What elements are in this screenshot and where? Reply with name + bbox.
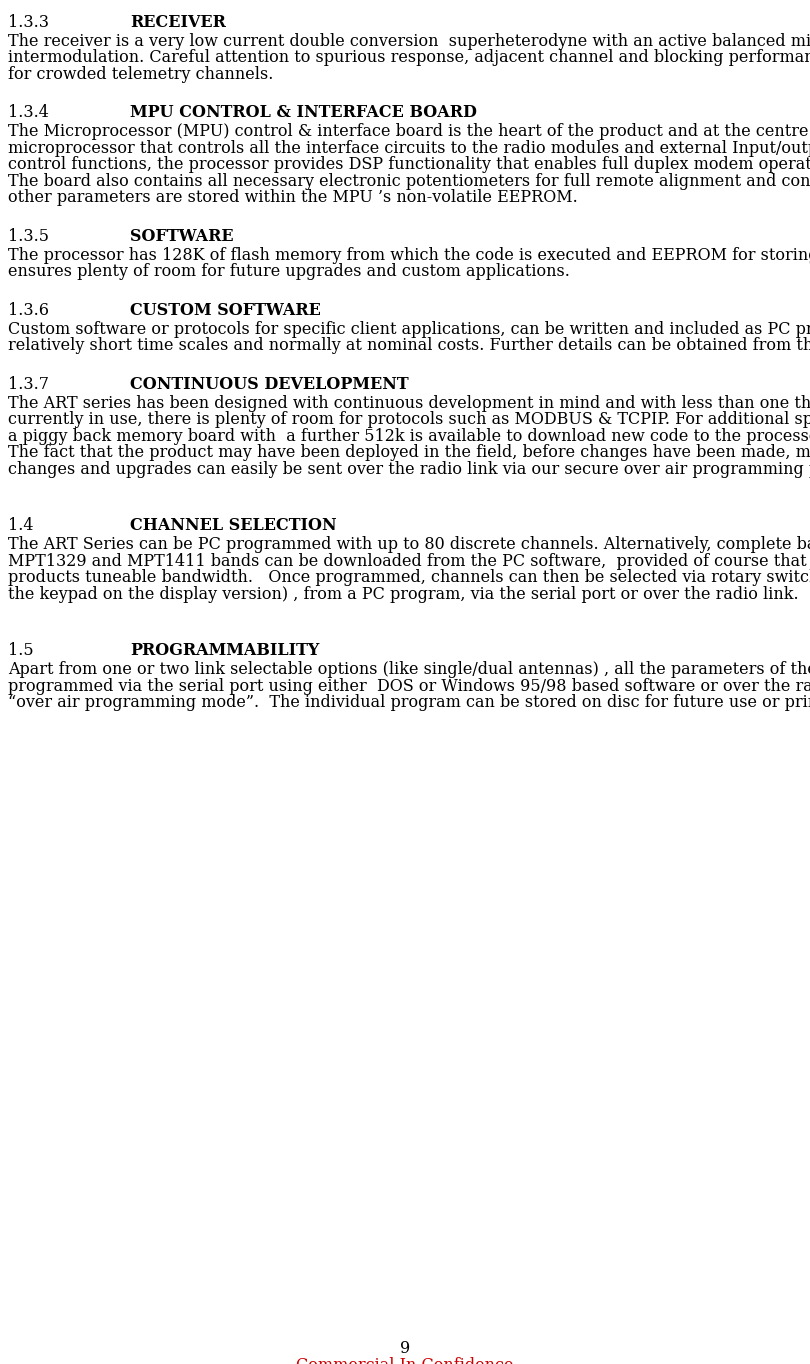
Text: products tuneable bandwidth.   Once programmed, channels can then be selected vi: products tuneable bandwidth. Once progra…: [8, 569, 810, 587]
Text: The processor has 128K of flash memory from which the code is executed and EEPRO: The processor has 128K of flash memory f…: [8, 247, 810, 263]
Text: 1.4: 1.4: [8, 517, 33, 535]
Text: 1.3.6: 1.3.6: [8, 301, 49, 319]
Text: The Microprocessor (MPU) control & interface board is the heart of the product a: The Microprocessor (MPU) control & inter…: [8, 124, 810, 140]
Text: 9: 9: [400, 1339, 410, 1357]
Text: 1.3.3: 1.3.3: [8, 14, 49, 31]
Text: a piggy back memory board with  a further 512k is available to download new code: a piggy back memory board with a further…: [8, 428, 810, 445]
Text: ensures plenty of room for future upgrades and custom applications.: ensures plenty of room for future upgrad…: [8, 263, 570, 281]
Text: control functions, the processor provides DSP functionality that enables full du: control functions, the processor provide…: [8, 157, 810, 173]
Text: changes and upgrades can easily be sent over the radio link via our secure over : changes and upgrades can easily be sent …: [8, 461, 810, 477]
Text: 1.5: 1.5: [8, 642, 34, 659]
Text: RECEIVER: RECEIVER: [130, 14, 226, 31]
Text: intermodulation. Careful attention to spurious response, adjacent channel and bl: intermodulation. Careful attention to sp…: [8, 49, 810, 67]
Text: The ART Series can be PC programmed with up to 80 discrete channels. Alternative: The ART Series can be PC programmed with…: [8, 536, 810, 554]
Text: 1.3.4: 1.3.4: [8, 105, 49, 121]
Text: CUSTOM SOFTWARE: CUSTOM SOFTWARE: [130, 301, 321, 319]
Text: for crowded telemetry channels.: for crowded telemetry channels.: [8, 65, 273, 83]
Text: MPU CONTROL & INTERFACE BOARD: MPU CONTROL & INTERFACE BOARD: [130, 105, 477, 121]
Text: other parameters are stored within the MPU ’s non-volatile EEPROM.: other parameters are stored within the M…: [8, 190, 578, 206]
Text: CONTINUOUS DEVELOPMENT: CONTINUOUS DEVELOPMENT: [130, 376, 408, 393]
Text: Commercial In Confidence: Commercial In Confidence: [296, 1357, 514, 1364]
Text: 1.3.5: 1.3.5: [8, 228, 49, 246]
Text: 1.3.7: 1.3.7: [8, 376, 49, 393]
Text: microprocessor that controls all the interface circuits to the radio modules and: microprocessor that controls all the int…: [8, 140, 810, 157]
Text: “over air programming mode”.  The individual program can be stored on disc for f: “over air programming mode”. The individ…: [8, 694, 810, 711]
Text: PROGRAMMABILITY: PROGRAMMABILITY: [130, 642, 319, 659]
Text: The fact that the product may have been deployed in the field, before changes ha: The fact that the product may have been …: [8, 445, 810, 461]
Text: Apart from one or two link selectable options (like single/dual antennas) , all : Apart from one or two link selectable op…: [8, 662, 810, 678]
Text: The receiver is a very low current double conversion  superheterodyne with an ac: The receiver is a very low current doubl…: [8, 33, 810, 50]
Text: The board also contains all necessary electronic potentiometers for full remote : The board also contains all necessary el…: [8, 173, 810, 190]
Text: currently in use, there is plenty of room for protocols such as MODBUS & TCPIP. : currently in use, there is plenty of roo…: [8, 412, 810, 428]
Text: SOFTWARE: SOFTWARE: [130, 228, 233, 246]
Text: programmed via the serial port using either  DOS or Windows 95/98 based software: programmed via the serial port using eit…: [8, 678, 810, 694]
Text: relatively short time scales and normally at nominal costs. Further details can : relatively short time scales and normall…: [8, 337, 810, 355]
Text: the keypad on the display version) , from a PC program, via the serial port or o: the keypad on the display version) , fro…: [8, 587, 799, 603]
Text: The ART series has been designed with continuous development in mind and with le: The ART series has been designed with co…: [8, 394, 810, 412]
Text: CHANNEL SELECTION: CHANNEL SELECTION: [130, 517, 337, 535]
Text: Custom software or protocols for specific client applications, can be written an: Custom software or protocols for specifi…: [8, 321, 810, 338]
Text: MPT1329 and MPT1411 bands can be downloaded from the PC software,  provided of c: MPT1329 and MPT1411 bands can be downloa…: [8, 552, 810, 570]
